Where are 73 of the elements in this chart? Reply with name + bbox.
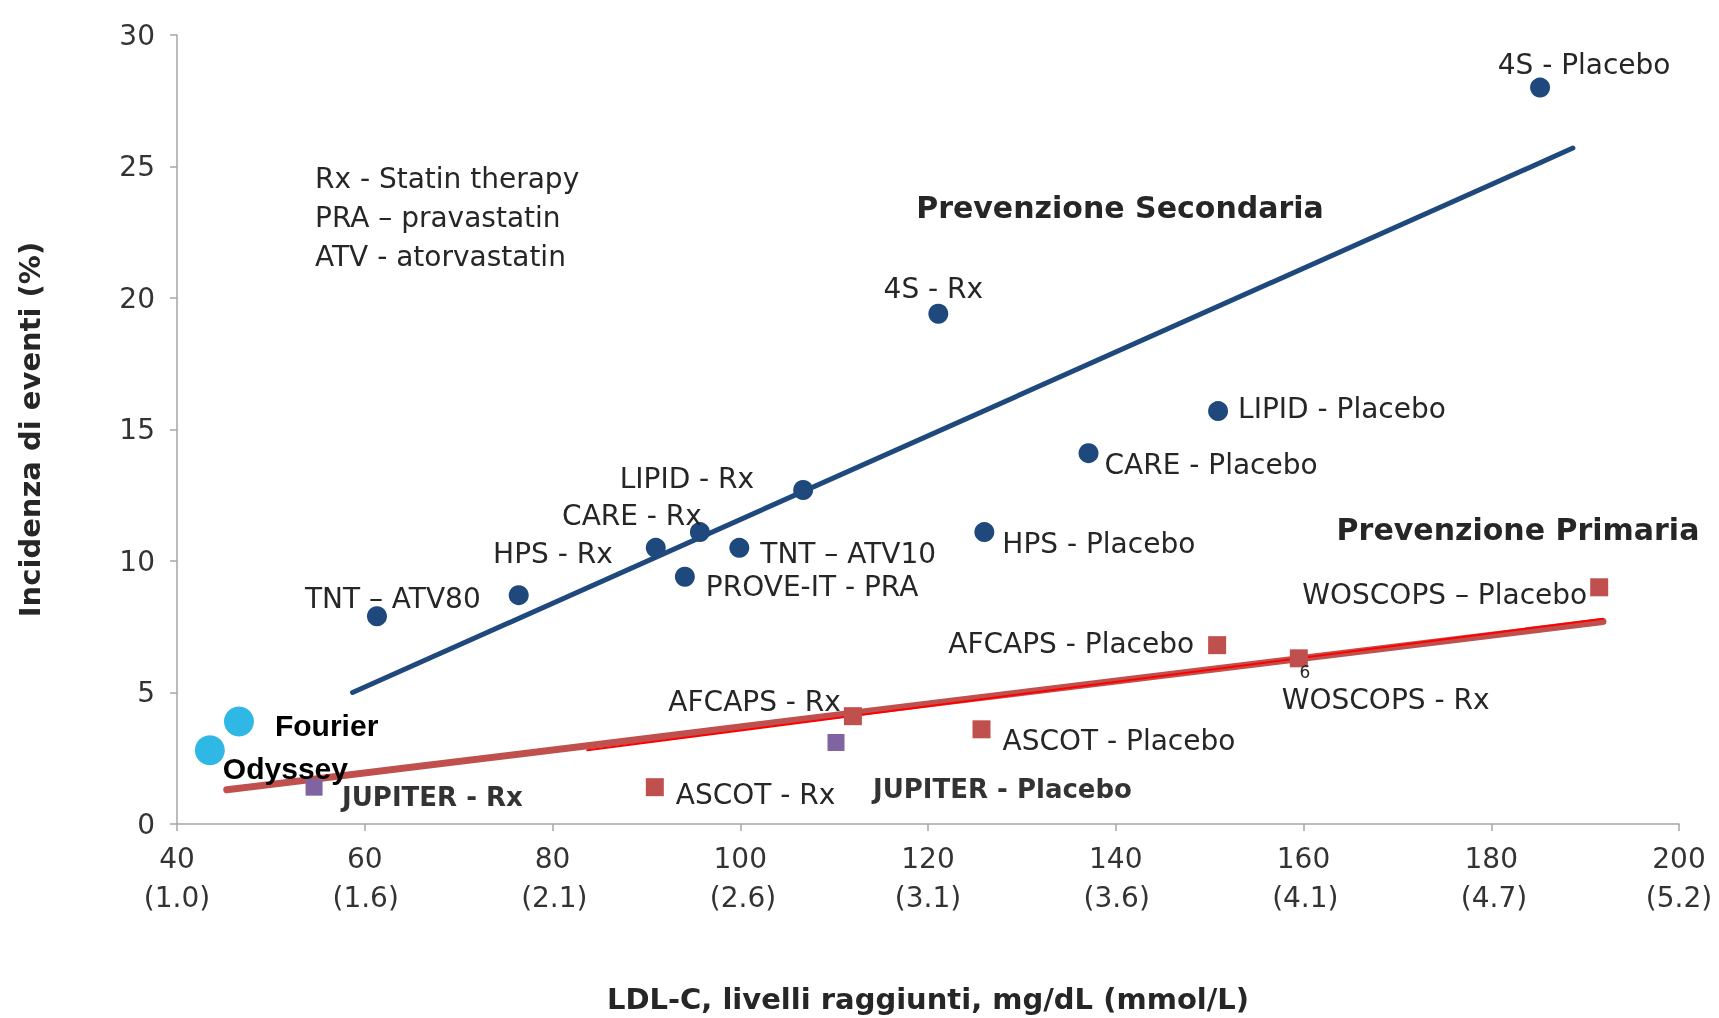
annotation: ASCOT - Rx xyxy=(675,777,836,811)
point xyxy=(974,522,995,543)
annotation: Prevenzione Primaria xyxy=(1336,511,1700,547)
y-tick-label: 30 xyxy=(119,18,155,52)
annotation: PRA – pravastatin xyxy=(315,200,561,234)
x-tick-label: 200 xyxy=(1652,841,1706,875)
annotation: TNT – ATV10 xyxy=(759,537,937,571)
x-tick-label: 120 xyxy=(901,841,955,875)
annotation: LIPID - Placebo xyxy=(1238,391,1446,425)
annotation: PROVE-IT - PRA xyxy=(705,570,919,604)
x-tick-label: 160 xyxy=(1276,841,1331,875)
annotation: ASCOT - Placebo xyxy=(1002,723,1236,757)
x-tick-label: 60 xyxy=(346,841,383,875)
y-axis-title: Incidenza di eventi (%) xyxy=(12,241,47,618)
annotation: HPS - Rx xyxy=(493,537,613,571)
point xyxy=(793,479,814,500)
x-tick-label: 80 xyxy=(534,841,571,875)
point xyxy=(1208,401,1229,422)
x2-tick-label: (3.6) xyxy=(1083,880,1150,914)
x-tick-label: 180 xyxy=(1464,841,1518,875)
x2-tick-label: (2.6) xyxy=(709,880,777,914)
annotation: HPS - Placebo xyxy=(1002,526,1196,560)
annotation: 6 xyxy=(1299,662,1311,683)
point xyxy=(843,707,862,726)
x2-tick-label: (5.2) xyxy=(1645,880,1713,914)
point xyxy=(928,303,949,324)
annotation: WOSCOPS - Rx xyxy=(1281,682,1490,716)
x-tick-label: 40 xyxy=(159,841,195,875)
x2-tick-label: (4.1) xyxy=(1272,880,1339,914)
annotation: Fourier xyxy=(274,708,379,742)
annotation: JUPITER - Rx xyxy=(340,782,523,813)
annotation: Odyssey xyxy=(222,751,349,785)
x2-tick-label: (4.7) xyxy=(1460,880,1528,914)
annotation: AFCAPS - Rx xyxy=(668,684,841,718)
annotation: Prevenzione Secondaria xyxy=(916,189,1324,225)
annotation: Rx - Statin therapy xyxy=(315,161,580,195)
point xyxy=(508,585,529,606)
annotation: 4S - Rx xyxy=(883,272,984,306)
point xyxy=(645,778,664,797)
y-tick-label: 5 xyxy=(137,676,155,709)
point xyxy=(223,706,254,737)
point xyxy=(1208,636,1227,655)
x2-tick-label: (3.1) xyxy=(894,880,962,914)
annotation: CARE - Rx xyxy=(562,498,702,532)
x-tick-label: 100 xyxy=(713,841,767,875)
annotation: LIPID - Rx xyxy=(619,462,755,496)
x2-tick-label: (1.0) xyxy=(143,880,211,914)
annotation: AFCAPS - Placebo xyxy=(948,626,1195,660)
point xyxy=(827,733,845,751)
point xyxy=(1078,443,1099,464)
x-tick-label: 140 xyxy=(1089,841,1143,875)
y-tick-label: 25 xyxy=(119,150,155,183)
y-tick-label: 20 xyxy=(119,281,155,315)
point xyxy=(972,720,991,739)
point xyxy=(645,537,666,558)
y-tick-label: 0 xyxy=(137,807,155,841)
annotation: TNT – ATV80 xyxy=(303,581,481,615)
point xyxy=(674,566,695,587)
y-tick-label: 15 xyxy=(119,413,155,446)
x-axis-title: LDL-C, livelli raggiunti, mg/dL (mmol/L) xyxy=(606,981,1250,1016)
x2-tick-label: (1.6) xyxy=(332,880,399,914)
annotation: 4S - Placebo xyxy=(1497,48,1671,82)
x2-tick-label: (2.1) xyxy=(521,880,588,914)
annotation: CARE - Placebo xyxy=(1104,447,1318,481)
point xyxy=(1590,578,1609,597)
annotation: ATV - atorvastatin xyxy=(315,239,566,273)
y-tick-label: 10 xyxy=(119,544,155,578)
point xyxy=(366,606,387,627)
point xyxy=(194,735,225,766)
annotation: JUPITER - Placebo xyxy=(871,774,1132,805)
point xyxy=(729,537,750,558)
annotation: WOSCOPS – Placebo xyxy=(1302,577,1588,611)
point xyxy=(1530,77,1551,98)
